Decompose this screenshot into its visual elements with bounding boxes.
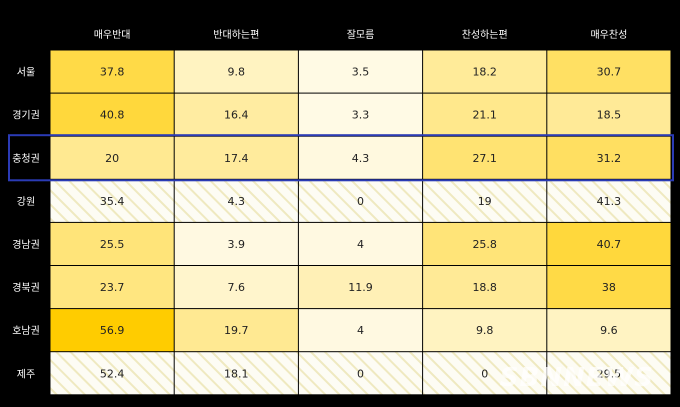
cell-value-r3-c2: 0 — [357, 195, 364, 208]
heatmap-cell-r3-c0 — [50, 179, 174, 222]
cell-value-r7-c2: 0 — [357, 367, 364, 380]
cell-value-r6-c1: 19.7 — [224, 324, 249, 337]
cell-value-r5-c1: 7.6 — [228, 281, 246, 294]
row-header-4: 경남권 — [12, 238, 40, 251]
row-header-6: 호남권 — [12, 325, 40, 337]
heatmap-cell-r5-c2 — [298, 266, 423, 309]
cell-value-r4-c0: 25.5 — [100, 238, 125, 251]
heatmap-cell-r2-c1 — [174, 136, 298, 179]
heatmap-cell-r5-c3 — [423, 266, 547, 309]
heatmap-cell-r1-c3 — [423, 93, 547, 136]
cell-value-r4-c4: 40.7 — [597, 238, 622, 251]
cell-value-r7-c3: 0 — [481, 367, 488, 380]
cell-value-r7-c0: 52.4 — [100, 367, 125, 380]
heatmap-cell-r6-c0 — [50, 309, 174, 352]
cell-value-r5-c3: 18.8 — [472, 281, 497, 294]
cell-value-r1-c0: 40.8 — [100, 109, 125, 122]
cell-value-r2-c3: 27.1 — [472, 152, 497, 165]
cell-value-r1-c3: 21.1 — [472, 109, 497, 122]
heatmap-cell-r7-c1 — [174, 352, 298, 395]
cell-value-r4-c2: 4 — [357, 238, 364, 251]
cell-value-r2-c1: 17.4 — [224, 152, 249, 165]
heatmap-cell-r0-c4 — [547, 50, 671, 93]
cell-value-r7-c4: 29.5 — [597, 367, 622, 380]
cell-value-r4-c1: 3.9 — [228, 238, 246, 251]
row-header-5: 경북권 — [12, 281, 40, 294]
cell-value-r3-c0: 35.4 — [100, 195, 125, 208]
cell-value-r6-c2: 4 — [357, 324, 364, 337]
cell-value-r4-c3: 25.8 — [472, 238, 497, 251]
cell-value-r3-c4: 41.3 — [597, 195, 622, 208]
cell-value-r0-c0: 37.8 — [100, 66, 125, 79]
heatmap-cell-r7-c4 — [547, 352, 671, 395]
row-header-1: 경기권 — [12, 109, 40, 122]
heatmap-cell-r3-c2 — [298, 179, 423, 222]
heatmap-cell-r4-c1 — [174, 222, 298, 265]
heatmap-cell-r3-c4 — [547, 179, 671, 222]
row-header-2: 충청권 — [12, 153, 40, 165]
cell-value-r6-c4: 9.6 — [600, 324, 618, 337]
cell-value-r2-c0: 20 — [105, 152, 119, 165]
column-header-0: 매우반대 — [94, 29, 131, 41]
heatmap-cell-r0-c2 — [298, 50, 423, 93]
heatmap-cell-r4-c3 — [423, 222, 547, 265]
watermark-logo: SBNNEWS — [499, 363, 654, 393]
cell-value-r7-c1: 18.1 — [224, 367, 249, 380]
heatmap-cell-r4-c2 — [298, 222, 423, 265]
row-header-0: 서울 — [17, 67, 35, 79]
heatmap-cell-r7-c0 — [50, 352, 174, 395]
heatmap-cell-r6-c1 — [174, 309, 298, 352]
heatmap-cell-r5-c4 — [547, 266, 671, 309]
column-header-1: 반대하는편 — [213, 28, 259, 41]
heatmap-cell-r4-c0 — [50, 222, 174, 265]
cell-value-r3-c3: 19 — [478, 195, 492, 208]
heatmap-cell-r7-c2 — [298, 352, 423, 395]
cell-value-r1-c4: 18.5 — [597, 109, 622, 122]
cell-value-r5-c4: 38 — [602, 281, 616, 294]
cell-value-r2-c2: 4.3 — [352, 152, 370, 165]
cell-value-r6-c0: 56.9 — [100, 324, 125, 337]
cell-value-r3-c1: 4.3 — [228, 195, 246, 208]
heatmap-cell-r6-c4 — [547, 309, 671, 352]
row-header-7: 제주 — [17, 368, 35, 380]
heatmap-cell-r2-c2 — [298, 136, 423, 179]
heatmap-cell-r7-c3 — [423, 352, 547, 395]
cell-value-r6-c3: 9.8 — [476, 324, 494, 337]
heatmap-cell-r0-c1 — [174, 50, 298, 93]
heatmap-cell-r0-c0 — [50, 50, 174, 93]
heatmap-cell-r2-c3 — [423, 136, 547, 179]
heatmap-cell-r1-c1 — [174, 93, 298, 136]
cell-value-r1-c2: 3.3 — [352, 109, 370, 122]
cell-value-r0-c3: 18.2 — [472, 66, 497, 79]
heatmap-cell-r5-c0 — [50, 266, 174, 309]
highlight-box-chungcheong — [8, 134, 674, 182]
cell-value-r5-c0: 23.7 — [100, 281, 125, 294]
column-header-3: 찬성하는편 — [462, 28, 508, 41]
heatmap-cell-r6-c3 — [423, 309, 547, 352]
heatmap-cell-r1-c2 — [298, 93, 423, 136]
column-header-4: 매우찬성 — [590, 29, 627, 41]
heatmap-cell-r1-c0 — [50, 93, 174, 136]
heatmap-cell-r0-c3 — [423, 50, 547, 93]
heatmap-cell-r2-c4 — [547, 136, 671, 179]
heatmap-cell-r3-c1 — [174, 179, 298, 222]
cell-value-r2-c4: 31.2 — [597, 152, 622, 165]
row-header-3: 강원 — [17, 196, 35, 208]
heatmap-cell-r4-c4 — [547, 222, 671, 265]
cell-value-r5-c2: 11.9 — [348, 281, 373, 294]
heatmap-cell-r5-c1 — [174, 266, 298, 309]
cell-value-r1-c1: 16.4 — [224, 109, 249, 122]
heatmap-cell-r6-c2 — [298, 309, 423, 352]
cell-value-r0-c1: 9.8 — [228, 66, 246, 79]
cell-value-r0-c4: 30.7 — [597, 66, 622, 79]
heatmap-cell-r2-c0 — [50, 136, 174, 179]
heatmap-cell-r3-c3 — [423, 179, 547, 222]
cell-value-r0-c2: 3.5 — [352, 66, 370, 79]
heatmap-cell-r1-c4 — [547, 93, 671, 136]
column-header-2: 잘모름 — [347, 29, 375, 41]
